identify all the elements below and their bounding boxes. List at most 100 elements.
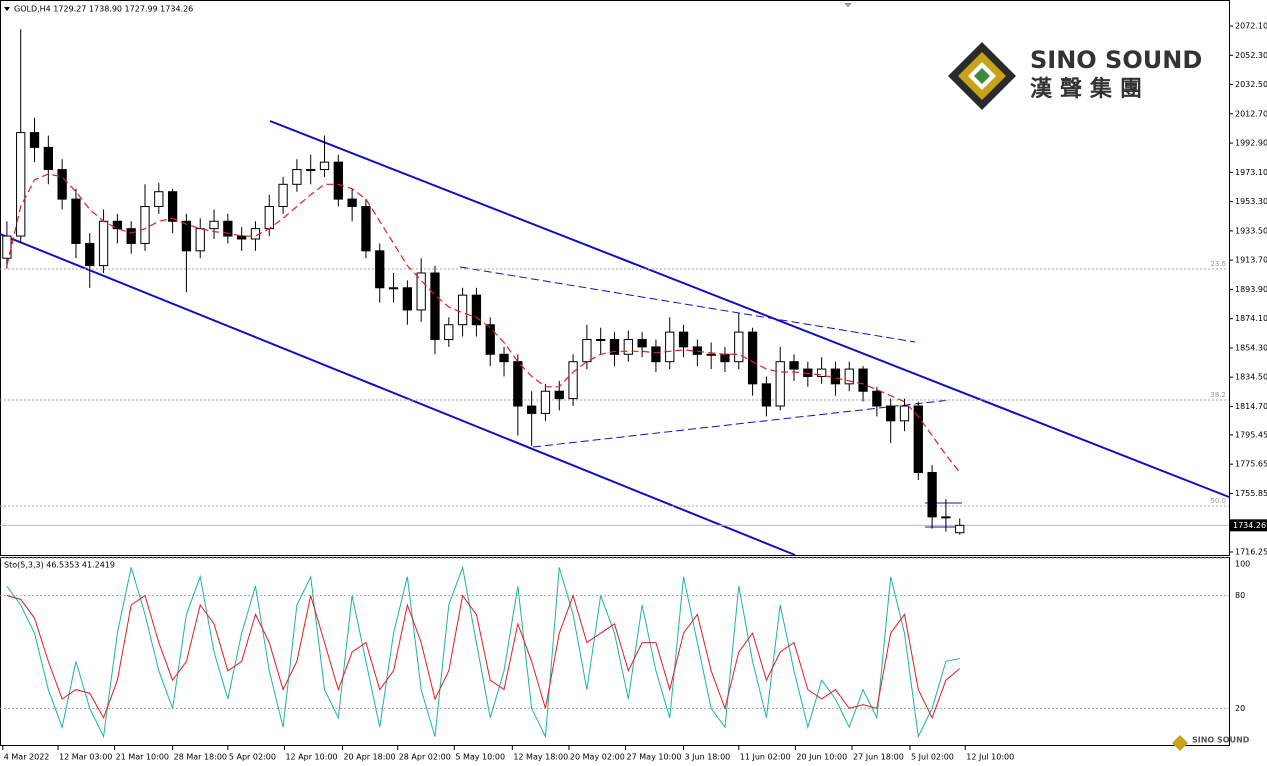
candle-body	[485, 324, 495, 355]
y-tick-label: 1874.10	[1235, 314, 1267, 323]
x-tick-label: 12 Jul 10:00	[966, 753, 1014, 762]
logo: SINO SOUND 漢聲集團	[948, 42, 1202, 110]
x-tick-label: 5 Apr 02:00	[229, 753, 276, 762]
x-tick-label: 28 Mar 18:00	[174, 753, 227, 762]
candle-body	[306, 169, 316, 172]
candle-body	[292, 169, 302, 185]
candle-body	[734, 331, 744, 363]
x-tick-label: 27 Jun 18:00	[853, 753, 904, 762]
candle-body	[955, 524, 965, 534]
candle-body	[596, 339, 606, 342]
candle-body	[568, 361, 578, 400]
candle-body	[278, 183, 288, 207]
y-tick-label: 1834.50	[1235, 373, 1267, 382]
candle-body	[43, 146, 53, 171]
small-logo-name: SINO SOUND	[1192, 736, 1250, 745]
stochastic-line	[6, 594, 961, 720]
candle-body	[388, 287, 399, 290]
fib-label: 38.2	[1210, 391, 1226, 399]
x-tick-label: 11 Jun 02:00	[740, 753, 791, 762]
moving-average	[6, 173, 961, 473]
small-logo: SINO SOUND	[1172, 735, 1250, 751]
candle-body	[816, 368, 827, 377]
x-tick-label: 20 Apr 18:00	[343, 753, 395, 762]
candle-body	[471, 294, 482, 326]
y-tick-label: 1755.85	[1235, 489, 1267, 498]
x-tick-label: 4 Mar 2022	[4, 753, 50, 762]
channel-upper	[269, 120, 1230, 498]
candle-body	[457, 294, 468, 326]
y-tick-label: 1953.30	[1235, 197, 1267, 206]
x-tick-label: 28 Apr 02:00	[399, 753, 451, 762]
y-tick-label: 2072.10	[1235, 22, 1267, 31]
y-tick-label: 1933.50	[1235, 226, 1267, 235]
triangle-lower	[532, 399, 951, 448]
y-tick-label: 2032.50	[1235, 80, 1267, 89]
candle-body	[830, 368, 841, 385]
x-tick-label: 27 May 10:00	[627, 753, 682, 762]
candle-body	[347, 198, 357, 207]
candle-body	[264, 205, 274, 230]
x-tick-label: 20 Jun 10:00	[796, 753, 847, 762]
indicator-panel	[0, 557, 1230, 746]
candle-body	[899, 405, 910, 422]
candle-body	[927, 472, 937, 518]
y-tick-label: 1814.70	[1235, 402, 1267, 411]
stochastic-line	[6, 565, 960, 739]
candle-body	[375, 250, 385, 289]
x-tick-label: 12 Apr 10:00	[285, 753, 337, 762]
candle-body	[582, 339, 592, 363]
candle-body	[775, 361, 785, 407]
candle-body	[886, 405, 896, 422]
candle-body	[195, 228, 205, 252]
candle-body	[98, 220, 109, 267]
y-tick-label: 1913.70	[1235, 256, 1267, 265]
triangle-upper	[459, 266, 916, 343]
y-tick-label: 1992.90	[1235, 139, 1267, 148]
y-tick-label: 1973.10	[1235, 168, 1267, 177]
candle-body	[651, 346, 661, 363]
candle-body	[154, 191, 164, 207]
candle-body	[747, 331, 758, 385]
x-tick-label: 20 May 02:00	[570, 753, 625, 762]
x-tick-label: 5 May 10:00	[455, 753, 505, 762]
candle-body	[858, 368, 868, 392]
candle-body	[319, 161, 330, 171]
y-tick-label: 2012.70	[1235, 109, 1267, 118]
candle-body	[126, 228, 136, 244]
y-tick-label: 1893.90	[1235, 285, 1267, 294]
candle-body	[16, 132, 26, 237]
candle-body	[71, 198, 81, 244]
y-tick-label: 1854.30	[1235, 343, 1267, 352]
logo-name: SINO SOUND	[1030, 46, 1202, 74]
candle-body	[913, 405, 923, 474]
y-tick-label: 1775.65	[1235, 460, 1267, 469]
candle-body	[540, 390, 551, 414]
y-tick-label: 1716.25	[1235, 547, 1267, 556]
candle-body	[112, 220, 123, 230]
candle-body	[140, 205, 150, 244]
current-price-box	[1230, 519, 1267, 532]
x-tick-label: 12 Mar 03:00	[59, 753, 112, 762]
fib-label: 50.0	[1210, 497, 1226, 505]
candle-body	[789, 361, 799, 370]
channel-lower	[0, 233, 796, 556]
menu-arrow[interactable]	[4, 7, 10, 11]
candle-body	[941, 516, 951, 519]
candle-body	[637, 339, 647, 348]
chart-header: GOLD,H4 1729.27 1738.90 1727.99 1734.26	[14, 5, 193, 14]
x-tick-label: 3 Jun 18:00	[685, 753, 731, 762]
scroll-marker	[844, 3, 852, 7]
candle-body	[402, 287, 413, 311]
fib-label: 23.6	[1210, 260, 1226, 268]
candle-body	[85, 242, 95, 267]
candle-body	[720, 353, 730, 363]
candle-body	[361, 205, 371, 252]
main-panel	[0, 0, 1230, 556]
candle-body	[554, 390, 564, 400]
y-tick-label: 20	[1235, 704, 1245, 713]
y-tick-label: 80	[1235, 591, 1245, 600]
candle-body	[444, 324, 454, 341]
candle-body	[499, 353, 509, 363]
